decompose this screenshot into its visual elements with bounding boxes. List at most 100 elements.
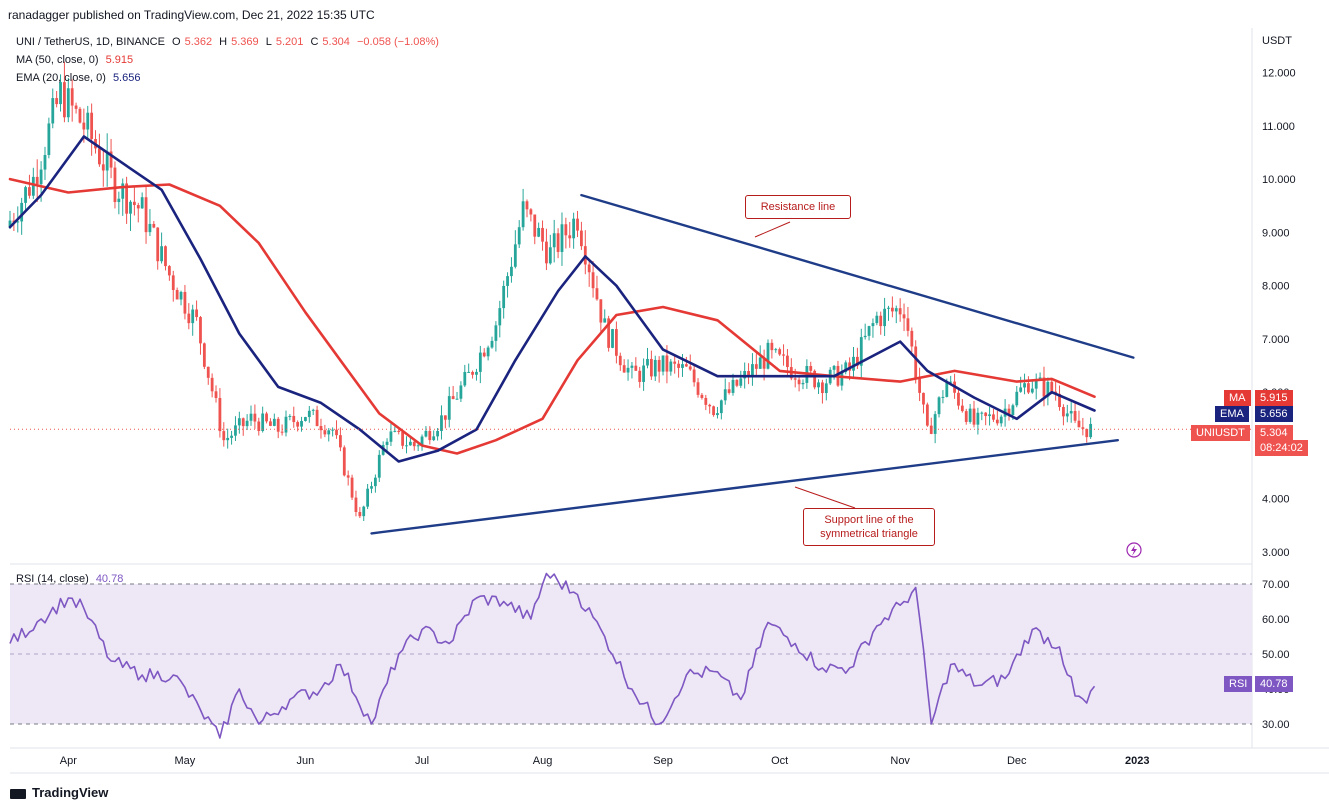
- price-tick-label: 3.000: [1262, 547, 1290, 559]
- candle-body: [257, 421, 261, 431]
- candle-body: [618, 355, 622, 366]
- symbol-legend: UNI / TetherUS, 1D, BINANCE O 5.362 H 5.36…: [16, 36, 443, 48]
- candle-body: [649, 358, 653, 377]
- candle-body: [82, 122, 86, 130]
- ma-legend-value: 5.915: [105, 54, 134, 66]
- candle-body: [692, 369, 696, 383]
- candle-body: [245, 420, 249, 427]
- candle-body: [669, 361, 673, 372]
- candle-body: [482, 352, 486, 357]
- price-tick-label: 12.000: [1262, 68, 1296, 80]
- candle-body: [902, 314, 906, 319]
- candle-body: [859, 337, 863, 366]
- resistance-callout[interactable]: Resistance line: [745, 195, 851, 219]
- candle-body: [712, 406, 715, 416]
- candle-body: [708, 404, 712, 407]
- candle-body: [226, 437, 230, 441]
- candle-body: [957, 392, 960, 406]
- candle-body: [762, 357, 766, 369]
- candle-body: [1015, 391, 1019, 406]
- resistance-trendline: [580, 193, 1135, 359]
- candle-body: [447, 396, 451, 420]
- support-callout[interactable]: Support line of the symmetrical triangle: [803, 508, 935, 546]
- rsi-tick-label: 60.00: [1262, 614, 1290, 626]
- support-trendline: [370, 439, 1119, 535]
- candle-body: [529, 209, 533, 215]
- candle-body: [451, 396, 455, 400]
- candle-body: [595, 288, 599, 300]
- candle-body: [280, 431, 284, 433]
- time-tick-label: Jul: [415, 755, 429, 767]
- time-tick-label: 2023: [1125, 755, 1149, 767]
- candle-body: [385, 441, 389, 445]
- candle-body: [1034, 379, 1038, 389]
- candle-body: [292, 415, 296, 423]
- candle-body: [276, 418, 280, 432]
- candle-body: [992, 414, 995, 420]
- rsi-legend[interactable]: RSI (14, close) 40.78: [16, 573, 127, 585]
- candle-body: [55, 98, 59, 105]
- candle-body: [311, 409, 315, 411]
- candle-body: [832, 365, 836, 370]
- candle-body: [199, 317, 202, 344]
- candle-body: [253, 413, 257, 422]
- candle-body: [614, 329, 618, 356]
- candle-body: [164, 246, 167, 267]
- candle-body: [362, 506, 366, 517]
- candle-body: [1089, 423, 1093, 438]
- time-tick-label: Aug: [533, 755, 553, 767]
- candle-body: [754, 364, 758, 369]
- candle-body: [677, 363, 680, 368]
- candle-body: [964, 411, 968, 422]
- candle-body: [121, 183, 125, 199]
- candle-body: [879, 315, 883, 327]
- candle-body: [801, 382, 805, 385]
- candle-body: [1019, 387, 1023, 392]
- rsi-tick-label: 30.00: [1262, 719, 1290, 731]
- candle-body: [459, 385, 463, 399]
- time-tick-label: Sep: [653, 755, 673, 767]
- time-axis-ticks: Apr May Jun Jul Aug Sep Oct Nov Dec 2023: [60, 755, 1150, 767]
- candle-body: [405, 445, 408, 447]
- time-tick-label: Apr: [60, 755, 77, 767]
- rsi-series: [9, 572, 1096, 739]
- candle-body: [144, 197, 148, 233]
- candle-body: [560, 224, 564, 252]
- candle-body: [272, 418, 276, 426]
- candle-body: [922, 392, 925, 405]
- lightning-icon[interactable]: [1126, 542, 1142, 558]
- support-callout-line1: Support line of the: [824, 514, 914, 526]
- candle-body: [117, 198, 121, 203]
- candle-body: [871, 323, 875, 327]
- candle-body: [949, 381, 953, 383]
- candle-body: [521, 201, 525, 228]
- candle-body: [191, 309, 195, 324]
- candle-body: [63, 82, 66, 118]
- candle-body: [552, 233, 556, 248]
- candle-body: [339, 435, 342, 448]
- candle-body: [31, 176, 35, 196]
- candle-body: [90, 112, 94, 139]
- ema-legend[interactable]: EMA (20, close, 0) 5.656: [16, 72, 144, 84]
- candle-body: [47, 123, 51, 156]
- candle-body: [758, 357, 762, 369]
- candle-body: [1065, 413, 1069, 417]
- candle-body: [187, 313, 191, 324]
- ohlc-change: −0.058 (−1.08%): [356, 36, 439, 48]
- candle-body: [389, 431, 393, 442]
- candle-body: [626, 367, 630, 373]
- candle-body: [782, 354, 785, 356]
- ohlc-low: 5.201: [275, 36, 304, 48]
- candle-body: [412, 441, 416, 447]
- rsi-tick-label: 50.00: [1262, 649, 1290, 661]
- candle-body: [475, 371, 478, 375]
- candle-body: [397, 430, 401, 432]
- tradingview-logo[interactable]: TradingView: [10, 785, 108, 800]
- candle-body: [661, 355, 665, 372]
- symbol-name[interactable]: UNI / TetherUS, 1D, BINANCE: [16, 36, 165, 48]
- ma-legend[interactable]: MA (50, close, 0) 5.915: [16, 54, 137, 66]
- price-tick-label: 7.000: [1262, 334, 1290, 346]
- symbol-tag-countdown: 08:24:02: [1255, 440, 1308, 456]
- candle-body: [241, 418, 245, 427]
